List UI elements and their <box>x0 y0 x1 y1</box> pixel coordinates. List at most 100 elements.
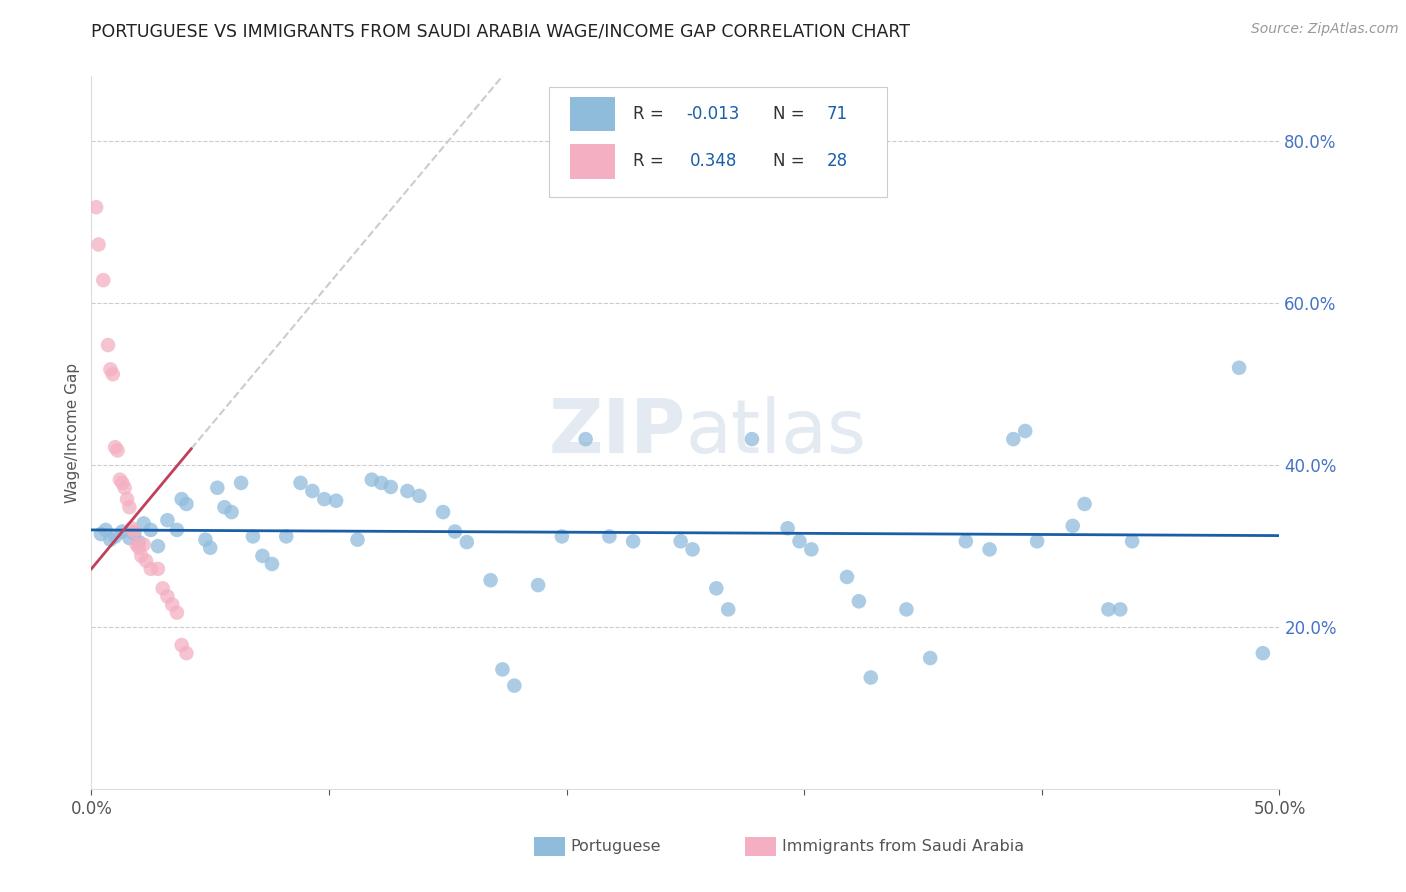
Point <box>97 338 120 352</box>
Point <box>1121 534 1143 549</box>
Point <box>100 362 122 376</box>
Point <box>91 273 114 287</box>
Point <box>432 505 454 519</box>
FancyBboxPatch shape <box>548 87 887 197</box>
Text: -0.013: -0.013 <box>686 104 740 122</box>
Point <box>1026 534 1049 549</box>
Point <box>90 527 112 541</box>
Point <box>166 606 188 620</box>
Point <box>146 539 169 553</box>
Point <box>115 492 138 507</box>
Point <box>621 534 644 549</box>
Point <box>360 473 382 487</box>
Text: Source: ZipAtlas.com: Source: ZipAtlas.com <box>1251 22 1399 37</box>
Text: Portuguese: Portuguese <box>571 839 661 854</box>
Point <box>741 432 763 446</box>
Point <box>682 542 704 557</box>
Point <box>200 541 222 555</box>
Point <box>107 443 129 458</box>
Point <box>118 531 141 545</box>
Point <box>527 578 550 592</box>
Point <box>1109 602 1132 616</box>
Point <box>789 534 811 549</box>
Point <box>979 542 1001 557</box>
Text: N =: N = <box>773 104 810 122</box>
Point <box>598 529 620 543</box>
Point <box>221 505 243 519</box>
Point <box>111 475 134 490</box>
Point <box>346 533 368 547</box>
Point <box>444 524 467 539</box>
Point <box>491 662 513 676</box>
Point <box>955 534 977 549</box>
Text: 28: 28 <box>827 153 848 170</box>
Point <box>118 500 141 515</box>
Point <box>135 554 157 568</box>
Text: 0.348: 0.348 <box>690 153 738 170</box>
Point <box>920 651 942 665</box>
Point <box>122 524 145 539</box>
Point <box>859 671 882 685</box>
Text: R =: R = <box>633 153 669 170</box>
Point <box>704 582 727 596</box>
Point <box>896 602 918 616</box>
Point <box>132 516 155 531</box>
Point <box>276 529 298 543</box>
Bar <box>571 96 616 131</box>
Point <box>242 529 264 543</box>
Point <box>551 529 574 543</box>
Point <box>325 493 347 508</box>
Point <box>835 570 858 584</box>
Point <box>1227 360 1250 375</box>
Point <box>170 492 193 507</box>
Text: N =: N = <box>773 153 810 170</box>
Point <box>160 598 183 612</box>
Point <box>1097 602 1119 616</box>
Point <box>156 590 179 604</box>
Point <box>848 594 870 608</box>
Point <box>111 524 134 539</box>
Point <box>290 475 312 490</box>
Point <box>479 573 502 587</box>
Point <box>166 523 188 537</box>
Text: R =: R = <box>633 104 669 122</box>
Point <box>575 432 598 446</box>
Point <box>229 475 252 490</box>
Point <box>1251 646 1274 660</box>
Point <box>139 562 162 576</box>
Point <box>129 549 152 563</box>
Text: atlas: atlas <box>685 396 866 469</box>
Point <box>314 492 336 507</box>
Text: ZIP: ZIP <box>548 396 685 469</box>
Point <box>503 679 526 693</box>
Point <box>156 513 179 527</box>
Point <box>370 475 392 490</box>
Point <box>152 582 174 596</box>
Point <box>176 646 198 660</box>
Point <box>207 481 229 495</box>
Point <box>776 521 799 535</box>
Point <box>1002 432 1025 446</box>
Point <box>108 473 131 487</box>
Point <box>101 368 124 382</box>
Point <box>132 537 155 551</box>
Point <box>121 521 143 535</box>
Point <box>800 542 823 557</box>
Point <box>104 440 127 454</box>
Point <box>170 638 193 652</box>
Point <box>408 489 430 503</box>
Point <box>194 533 217 547</box>
Point <box>669 534 692 549</box>
Point <box>456 535 478 549</box>
Point <box>252 549 274 563</box>
Point <box>128 535 150 549</box>
Point <box>104 529 127 543</box>
Y-axis label: Wage/Income Gap: Wage/Income Gap <box>65 362 80 503</box>
Point <box>114 481 136 495</box>
Bar <box>571 145 616 178</box>
Text: Immigrants from Saudi Arabia: Immigrants from Saudi Arabia <box>782 839 1024 854</box>
Point <box>125 537 148 551</box>
Point <box>100 533 122 547</box>
Point <box>1073 497 1095 511</box>
Point <box>214 500 236 515</box>
